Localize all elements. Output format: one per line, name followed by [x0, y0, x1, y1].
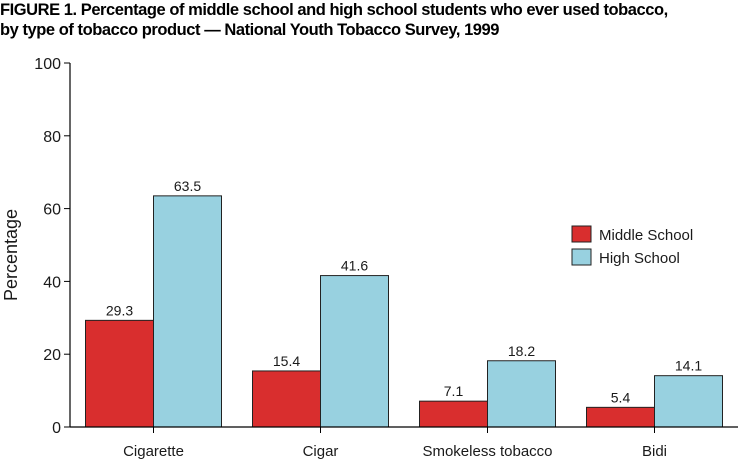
y-tick-label: 80 [43, 129, 61, 146]
y-tick-label: 60 [43, 202, 61, 219]
y-tick-label: 20 [43, 347, 61, 364]
bar-data-label: 18.2 [508, 343, 535, 359]
bar-data-label: 29.3 [106, 302, 133, 318]
bar-data-label: 5.4 [611, 389, 631, 405]
y-tick-label: 0 [52, 420, 61, 437]
legend-label: Middle School [599, 227, 693, 244]
chart-title-line-1: FIGURE 1. Percentage of middle school an… [0, 1, 668, 19]
bar-middle-school [419, 400, 488, 428]
bar-data-label: 7.1 [444, 383, 464, 399]
legend-swatch-middle-school [571, 225, 592, 243]
x-tick-label: Cigar [303, 443, 339, 460]
bar-middle-school [85, 319, 154, 428]
y-axis-label: Percentage [1, 209, 21, 301]
legend-swatch-high-school [571, 248, 592, 266]
bar-data-label: 41.6 [341, 258, 368, 274]
bar-data-label: 15.4 [273, 353, 300, 369]
bar-high-school [654, 375, 723, 428]
bar-data-label: 63.5 [174, 178, 201, 194]
bar-middle-school [586, 406, 655, 428]
x-tick-label: Cigarette [123, 443, 184, 460]
x-tick-label: Bidi [642, 443, 667, 460]
bar-high-school [487, 360, 556, 428]
bar-middle-school [252, 370, 321, 428]
legend-label: High School [599, 250, 680, 267]
y-tick-label: 100 [34, 56, 61, 73]
chart-title-line-2: by type of tobacco product — National Yo… [0, 21, 499, 39]
y-tick-label: 40 [43, 274, 61, 291]
x-tick-label: Smokeless tobacco [422, 443, 552, 460]
bar-high-school [320, 275, 389, 428]
bar-high-school [153, 195, 222, 428]
chart-title: FIGURE 1. Percentage of middle school an… [0, 0, 750, 40]
bar-data-label: 14.1 [675, 358, 702, 374]
